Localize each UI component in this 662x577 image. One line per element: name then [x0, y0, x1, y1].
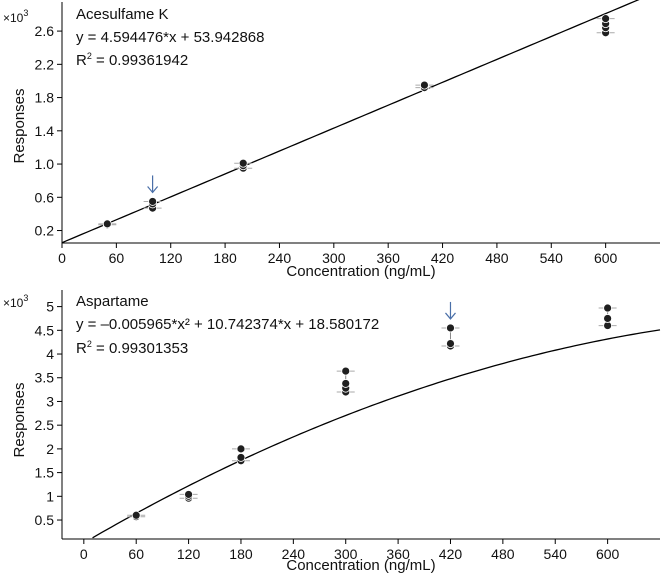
aspartame-data-point — [446, 323, 455, 333]
aspartame-x-tick-label: 420 — [439, 546, 463, 562]
aspartame-y-tick-label: 5 — [46, 299, 54, 315]
acesulfame-ticks: 0 60 120 180 240 300 360 420 480 540 600 0.2 0.6 1.0 1… — [35, 2, 660, 266]
aspartame-x-tick-label: 120 — [177, 546, 201, 562]
aspartame-y-tick-label: 2.5 — [35, 417, 55, 433]
acesulfame-x-tick-label: 0 — [58, 250, 66, 266]
aspartame-equation: y = –0.005965*x² + 10.742374*x + 18.5801… — [76, 316, 379, 333]
acesulfame-plot-area — [61, 0, 640, 244]
acesulfame-y-tick-label: 1.0 — [35, 156, 55, 172]
acesulfame-title: Acesulfame K — [76, 6, 169, 23]
acesulfame-data-point — [420, 80, 429, 90]
aspartame-x-tick-label: 60 — [128, 546, 144, 562]
aspartame-fit-curve — [92, 329, 661, 539]
aspartame-data-point — [236, 444, 246, 454]
aspartame-y-tick-label: 0.5 — [35, 512, 55, 528]
aspartame-r-squared: R2 = 0.99301353 — [76, 339, 188, 357]
acesulfame-data-point — [102, 219, 112, 229]
acesulfame-data-point — [601, 14, 611, 24]
aspartame-x-axis-title: Concentration (ng/mL) — [286, 557, 435, 574]
aspartame-y-tick-label: 3.5 — [35, 370, 55, 386]
acesulfame-x-tick-label: 420 — [431, 250, 455, 266]
acesulfame-x-tick-label: 300 — [322, 250, 346, 266]
acesulfame-x-tick-label: 360 — [377, 250, 401, 266]
aspartame-data-point — [341, 366, 351, 376]
acesulfame-y-tick-label: 1.4 — [35, 123, 55, 139]
acesulfame-y-tick-label: 0.2 — [35, 223, 55, 239]
aspartame-y-tick-label: 4 — [46, 346, 54, 362]
acesulfame-outlier-arrow-icon — [147, 175, 159, 194]
aspartame-y-axis-title: Responses — [11, 382, 28, 457]
aspartame-data-point — [131, 510, 141, 520]
aspartame-y-tick-label: 4.5 — [35, 322, 55, 338]
aspartame-y-multiplier: ×103 — [3, 293, 28, 310]
acesulfame-x-tick-label: 120 — [159, 250, 183, 266]
acesulfame-y-multiplier: ×103 — [3, 8, 28, 25]
aspartame-y-tick-label: 1.5 — [35, 465, 55, 481]
aspartame-data-point — [236, 453, 246, 462]
acesulfame-x-tick-label: 240 — [268, 250, 292, 266]
acesulfame-data-point — [148, 197, 158, 206]
acesulfame-x-tick-label: 60 — [109, 250, 125, 266]
aspartame-ticks: 0 60 120 180 240 300 360 420 480 540 600 0.5 1 1.5 2 2.… — [35, 290, 660, 562]
acesulfame-x-tick-label: 600 — [594, 250, 618, 266]
aspartame-x-tick-label: 600 — [596, 546, 620, 562]
acesulfame-y-axis-title: Responses — [11, 88, 28, 163]
aspartame-y-tick-label: 3 — [46, 393, 54, 409]
aspartame-x-tick-label: 480 — [491, 546, 515, 562]
aspartame-data-point — [603, 314, 613, 323]
aspartame-x-tick-label: 240 — [282, 546, 306, 562]
aspartame-y-tick-label: 1 — [46, 488, 54, 504]
acesulfame-y-tick-label: 2.2 — [35, 56, 55, 72]
acesulfame-panel: 0 60 120 180 240 300 360 420 480 540 600 0.2 0.6 1.0 1… — [3, 0, 660, 280]
aspartame-data-point — [184, 490, 193, 499]
aspartame-data-point — [446, 339, 455, 348]
aspartame-x-tick-label: 540 — [544, 546, 568, 562]
acesulfame-data-point — [238, 158, 248, 168]
aspartame-x-tick-label: 0 — [80, 546, 88, 562]
acesulfame-equation: y = 4.594476*x + 53.942868 — [76, 29, 265, 46]
aspartame-title: Aspartame — [76, 293, 149, 310]
aspartame-panel: 0 60 120 180 240 300 360 420 480 540 600 0.5 1 1.5 2 2.… — [3, 290, 661, 574]
acesulfame-r-squared: R2 = 0.99361942 — [76, 51, 188, 69]
acesulfame-y-tick-label: 1.8 — [35, 90, 55, 106]
aspartame-x-tick-label: 180 — [229, 546, 253, 562]
acesulfame-x-tick-label: 540 — [540, 250, 564, 266]
aspartame-x-tick-label: 300 — [334, 546, 358, 562]
acesulfame-x-tick-label: 480 — [485, 250, 509, 266]
aspartame-x-tick-label: 360 — [386, 546, 410, 562]
acesulfame-y-tick-label: 2.6 — [35, 23, 55, 39]
acesulfame-y-tick-label: 0.6 — [35, 189, 55, 205]
aspartame-data-point — [603, 303, 613, 313]
aspartame-plot-area — [92, 301, 661, 539]
acesulfame-x-tick-label: 180 — [213, 250, 237, 266]
aspartame-outlier-arrow-icon — [445, 301, 456, 320]
aspartame-data-point — [341, 379, 351, 388]
aspartame-y-tick-label: 2 — [46, 441, 54, 457]
acesulfame-x-axis-title: Concentration (ng/mL) — [286, 263, 435, 280]
acesulfame-fit-curve — [61, 0, 640, 244]
